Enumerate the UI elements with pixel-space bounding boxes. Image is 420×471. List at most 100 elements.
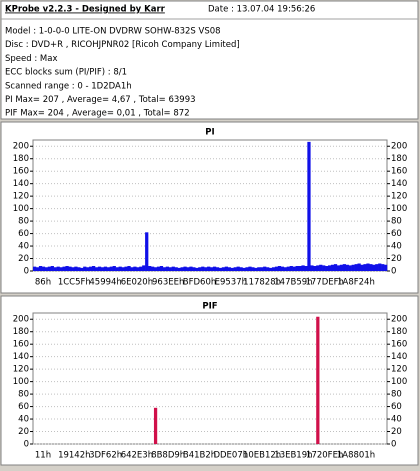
x-tick-label: 147B59h: [274, 278, 312, 288]
info-line: Model : 1-0-0-0 LITE-ON DVDRW SOHW-832S …: [5, 27, 221, 37]
bar: [384, 264, 388, 271]
bar: [127, 266, 131, 271]
y2-tick-label: 140: [391, 352, 407, 362]
bar: [363, 264, 367, 271]
bar: [289, 266, 293, 271]
x-tick-label: 1A8801h: [337, 451, 375, 461]
bar: [313, 266, 317, 271]
bar: [68, 266, 72, 271]
y2-tick-label: 40: [391, 415, 402, 425]
y2-tick-label: 0: [391, 267, 396, 277]
y-tick-label: 20: [18, 427, 29, 437]
bar: [351, 264, 355, 271]
bar: [254, 267, 258, 271]
bar: [251, 267, 255, 271]
bar: [168, 267, 172, 271]
bar: [198, 267, 202, 271]
bar: [192, 267, 196, 271]
bar: [304, 266, 308, 271]
bar: [38, 266, 43, 271]
bar: [62, 266, 66, 271]
y2-tick-label: 80: [391, 217, 402, 227]
y-tick-label: 120: [13, 192, 29, 202]
bar: [316, 265, 320, 271]
bar: [74, 266, 78, 271]
bar: [248, 266, 252, 271]
bar: [83, 266, 87, 271]
y2-tick-label: 40: [391, 242, 402, 252]
bar: [263, 266, 267, 271]
bar: [65, 266, 69, 271]
bar: [50, 266, 54, 271]
bar: [153, 267, 158, 271]
bar: [375, 264, 379, 271]
bar: [236, 266, 240, 271]
bar: [316, 316, 320, 444]
bar: [307, 141, 311, 271]
bar: [271, 267, 276, 271]
x-tick-label: 117828h: [243, 278, 281, 288]
scan-date: Date : 13.07.04 19:56:26: [208, 5, 315, 15]
bar: [239, 267, 243, 271]
bar: [156, 266, 161, 271]
x-tick-label: 1CC5Fh: [58, 278, 91, 288]
y2-tick-label: 0: [391, 440, 396, 450]
y-tick-label: 80: [18, 217, 29, 227]
bar: [207, 266, 211, 271]
bar: [94, 267, 99, 271]
bar: [218, 267, 223, 271]
bar: [224, 266, 228, 271]
y2-tick-label: 100: [391, 204, 407, 214]
bar: [162, 267, 167, 271]
y-tick-label: 200: [13, 315, 29, 325]
bar: [280, 266, 285, 271]
bar: [233, 267, 237, 271]
bar: [124, 266, 128, 271]
y2-tick-label: 180: [391, 327, 407, 337]
bar: [260, 267, 264, 271]
bar: [159, 266, 164, 271]
y-tick-label: 60: [18, 229, 29, 239]
bar: [310, 265, 314, 271]
bar: [221, 267, 226, 271]
bar: [165, 266, 169, 271]
bar: [186, 267, 190, 271]
y-tick-label: 100: [13, 377, 29, 387]
bar: [71, 267, 75, 271]
bar: [153, 407, 158, 444]
bar: [266, 267, 270, 271]
bar: [106, 267, 110, 271]
bar: [174, 267, 178, 271]
bar: [89, 266, 93, 271]
bar: [257, 267, 261, 271]
bar: [86, 267, 90, 271]
chart-title: PIF: [202, 302, 217, 312]
plot-area: [32, 312, 388, 445]
x-tick-label: 45994h: [89, 278, 121, 288]
bar: [286, 266, 290, 271]
bar: [118, 266, 122, 271]
bar: [171, 266, 175, 271]
y2-tick-label: 20: [391, 427, 402, 437]
bar: [121, 267, 125, 271]
y-tick-label: 100: [13, 204, 29, 214]
y-tick-label: 180: [13, 327, 29, 337]
bar: [183, 266, 187, 271]
y-tick-label: 20: [18, 254, 29, 264]
bar: [369, 264, 373, 271]
x-tick-label: 19142h: [58, 451, 90, 461]
y2-tick-label: 100: [391, 377, 407, 387]
bar: [242, 267, 246, 271]
bar: [330, 264, 335, 271]
bar: [325, 266, 329, 271]
bar: [210, 267, 214, 271]
y2-tick-label: 140: [391, 179, 407, 189]
chart-title: PI: [205, 128, 214, 138]
info-line: PI Max= 207 , Average= 4,67 , Total= 639…: [5, 95, 196, 105]
info-panel: [0, 0, 419, 120]
info-line: ECC blocks sum (PI/PIF) : 8/1: [5, 68, 127, 78]
bar: [133, 266, 137, 271]
y-tick-label: 140: [13, 352, 29, 362]
bar: [277, 266, 282, 271]
